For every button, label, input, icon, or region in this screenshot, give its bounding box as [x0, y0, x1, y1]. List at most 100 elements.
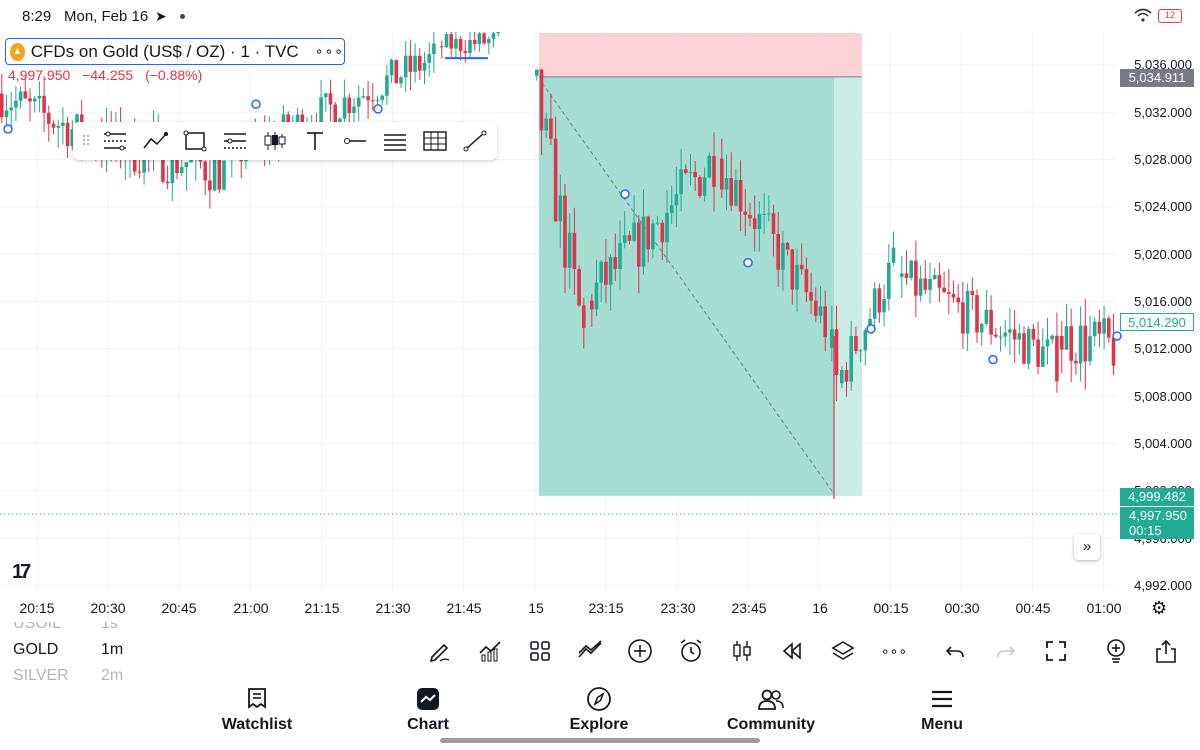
gold-bars-icon: ▲ [10, 42, 25, 61]
grid-layout-icon[interactable] [525, 636, 555, 666]
candle [994, 334, 998, 337]
alarm-icon[interactable] [676, 636, 706, 666]
indicators-icon[interactable] [475, 636, 505, 666]
candle [366, 96, 370, 101]
chart-canvas[interactable] [0, 32, 1200, 622]
trend-path-icon[interactable] [135, 126, 175, 156]
symbol-legend[interactable]: ▲ CFDs on Gold (US$ / OZ) · 1 · TVC ∘∘∘ [5, 38, 345, 65]
time-axis-label: 20:15 [19, 600, 55, 616]
nav-chart[interactable]: Chart [373, 685, 483, 734]
candle [468, 39, 472, 53]
candle [418, 55, 422, 71]
candle [203, 161, 207, 181]
more-icon[interactable]: ∘∘∘ [314, 43, 344, 59]
undo-icon[interactable] [940, 636, 970, 666]
trend-line-icon[interactable] [455, 126, 495, 156]
time-axis-label: 23:45 [731, 600, 767, 616]
nav-explore[interactable]: Explore [544, 685, 654, 734]
list-item[interactable]: GOLD 1m [13, 641, 123, 659]
price-axis-label: 4,992.000 [1134, 578, 1192, 593]
candle [840, 370, 844, 384]
candle [877, 288, 882, 313]
candle [830, 329, 834, 348]
axis-settings-icon[interactable]: ⚙ [1151, 598, 1168, 618]
list-item[interactable]: SILVER 2m [13, 667, 123, 680]
layers-icon[interactable] [828, 636, 858, 666]
signal-marker [988, 354, 998, 365]
candle [208, 180, 212, 191]
drag-handle-icon[interactable]: ⠿ [81, 132, 92, 149]
price-axis-label: 5,028.000 [1134, 152, 1192, 167]
candle [427, 54, 431, 63]
candle [472, 39, 477, 44]
home-indicator[interactable] [440, 738, 760, 743]
compare-icon[interactable] [575, 636, 605, 666]
idea-icon[interactable] [1101, 636, 1131, 666]
candle [679, 169, 683, 195]
candle [743, 211, 748, 215]
grid-icon[interactable] [415, 126, 455, 156]
scroll-to-realtime-button[interactable]: » [1074, 534, 1100, 560]
parallel-lines-icon[interactable] [375, 126, 415, 156]
candles-icon[interactable] [727, 636, 757, 666]
candle [641, 216, 646, 267]
candle [651, 223, 655, 250]
candle [1107, 318, 1111, 338]
list-item[interactable]: USOIL 1s [13, 622, 118, 633]
more-icon[interactable]: ∘∘∘ [880, 642, 908, 659]
candle [1055, 335, 1059, 382]
replay-icon[interactable] [777, 636, 807, 666]
candle [914, 260, 918, 296]
candle [1045, 339, 1050, 347]
candle [918, 278, 923, 296]
time-axis-label: 23:15 [588, 600, 624, 616]
watchlist-mini[interactable]: USOIL 1s GOLD 1m SILVER 2m [13, 622, 213, 680]
pencil-icon[interactable] [425, 636, 455, 666]
candle [928, 279, 932, 290]
candle [28, 98, 32, 102]
candle [637, 222, 641, 267]
fib-channel-icon[interactable] [215, 126, 255, 156]
candle [14, 100, 18, 108]
time-axis-label: 21:30 [375, 600, 411, 616]
nav-watchlist[interactable]: Watchlist [202, 685, 312, 734]
candle [834, 329, 839, 375]
candle [767, 213, 771, 215]
candle [539, 69, 544, 131]
candle [295, 114, 300, 126]
nav-community[interactable]: Community [716, 685, 826, 734]
candle [179, 167, 184, 174]
stop-zone [539, 33, 862, 77]
wifi-icon [1134, 8, 1152, 25]
candle [909, 260, 913, 278]
candle [823, 306, 827, 337]
candle [319, 97, 323, 132]
time-axis-label: 00:30 [944, 600, 980, 616]
horizontal-ray-icon[interactable] [335, 126, 375, 156]
nav-menu[interactable]: Menu [887, 685, 997, 734]
candle [720, 158, 724, 190]
candle [553, 138, 558, 222]
candle [882, 298, 886, 313]
nav-label: Explore [569, 716, 629, 733]
candle [698, 177, 702, 196]
bar-countdown: 00:15 [1129, 523, 1162, 538]
rectangle-icon[interactable] [175, 126, 215, 156]
text-icon[interactable] [295, 126, 335, 156]
candle [854, 335, 858, 352]
chart-area[interactable] [0, 32, 1200, 622]
price-axis-label: 5,036.000 [1134, 57, 1192, 72]
candle [1074, 360, 1078, 364]
fullscreen-icon[interactable] [1041, 636, 1071, 666]
candle [23, 91, 28, 99]
fib-retracement-icon[interactable] [95, 126, 135, 156]
candle [37, 95, 42, 99]
candle [496, 32, 500, 34]
candle [70, 129, 75, 147]
bottom-toolbar: USOIL 1s GOLD 1m SILVER 2m ∘∘∘ [0, 622, 1200, 680]
candles-icon[interactable] [255, 126, 295, 156]
chart-icon [373, 685, 483, 713]
add-icon[interactable] [625, 636, 655, 666]
share-icon[interactable] [1151, 636, 1181, 666]
candle [702, 177, 707, 196]
